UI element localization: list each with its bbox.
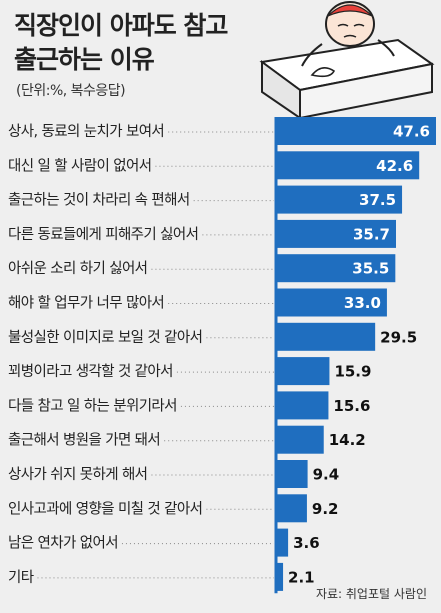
bar bbox=[276, 288, 387, 317]
value-label: 14.2 bbox=[329, 431, 366, 449]
category-label: 대신 일 할 사람이 없어서 bbox=[8, 157, 151, 174]
bar bbox=[276, 219, 396, 248]
value-label: 29.5 bbox=[380, 328, 417, 346]
value-label: 9.2 bbox=[312, 500, 339, 518]
value-label: 35.7 bbox=[353, 225, 390, 243]
category-label: 아쉬운 소리 하기 싫어서 bbox=[8, 260, 147, 277]
category-label: 출근하는 것이 차라리 속 편해서 bbox=[8, 192, 190, 209]
value-label: 37.5 bbox=[359, 191, 396, 209]
value-label: 33.0 bbox=[344, 294, 381, 312]
bar bbox=[276, 562, 284, 591]
bar bbox=[276, 391, 329, 420]
source-note: 자료: 취업포털 사람인 bbox=[315, 587, 427, 601]
category-label: 다른 동료들에게 피해주기 싫어서 bbox=[8, 226, 198, 243]
category-label: 기타 bbox=[8, 569, 34, 586]
bar bbox=[276, 494, 307, 523]
category-label: 인사고과에 영향을 미칠 것 같아서 bbox=[8, 500, 202, 517]
value-label: 15.9 bbox=[334, 363, 371, 381]
category-label: 출근해서 병원을 가면 돼서 bbox=[8, 432, 160, 449]
category-label: 꾀병이라고 생각할 것 같아서 bbox=[8, 363, 173, 380]
value-label: 35.5 bbox=[352, 260, 389, 278]
category-label: 상사가 쉬지 못하게 해서 bbox=[8, 466, 147, 483]
bar bbox=[276, 322, 376, 351]
chart-title-line1: 직장인이 아파도 참고 bbox=[14, 11, 228, 40]
bar bbox=[276, 185, 403, 214]
unit-note: (단위:%, 복수응답) bbox=[16, 83, 126, 99]
bar bbox=[276, 357, 330, 386]
value-label: 47.6 bbox=[393, 123, 430, 141]
category-label: 불성실한 이미지로 보일 것 같아서 bbox=[8, 329, 202, 346]
bar bbox=[276, 117, 436, 145]
value-label: 2.1 bbox=[288, 568, 315, 586]
category-label: 남은 연차가 없어서 bbox=[8, 535, 118, 552]
category-label: 다들 참고 일 하는 분위기라서 bbox=[8, 397, 177, 414]
category-label: 상사, 동료의 눈치가 보여서 bbox=[8, 123, 164, 140]
value-label: 9.4 bbox=[313, 466, 340, 484]
bar bbox=[276, 151, 420, 180]
bar bbox=[276, 460, 308, 488]
value-label: 3.6 bbox=[293, 534, 320, 552]
chart-title-line2: 출근하는 이유 bbox=[14, 45, 155, 74]
bar bbox=[276, 528, 289, 557]
bar bbox=[276, 425, 324, 454]
bar bbox=[276, 254, 396, 283]
value-label: 15.6 bbox=[333, 397, 370, 415]
value-label: 42.6 bbox=[376, 157, 413, 175]
category-label: 해야 할 업무가 너무 많아서 bbox=[8, 295, 164, 312]
